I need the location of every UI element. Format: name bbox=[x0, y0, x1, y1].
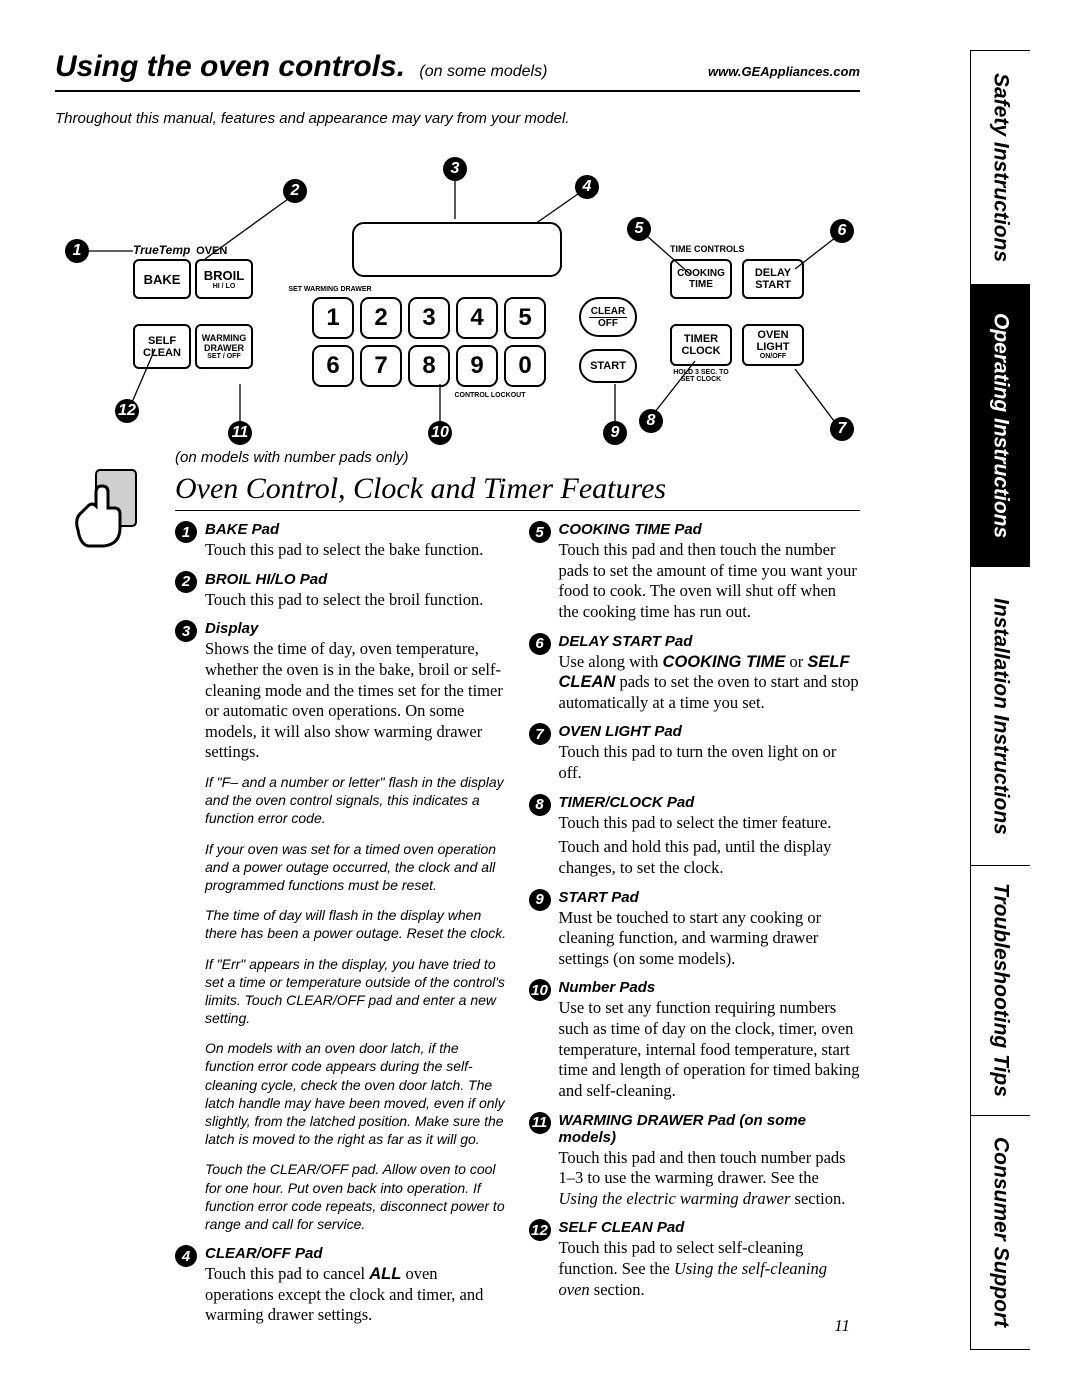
feature-10: 10 Number Pads Use to set any function r… bbox=[529, 979, 861, 1101]
note-2: If your oven was set for a timed oven op… bbox=[175, 840, 507, 895]
callout-3: 3 bbox=[443, 157, 467, 181]
keypad-6[interactable]: 6 bbox=[312, 345, 354, 387]
broil-pad[interactable]: BROIL HI / LO bbox=[195, 259, 253, 299]
column-right: 5 COOKING TIME Pad Touch this pad and th… bbox=[529, 521, 861, 1336]
callout-11: 11 bbox=[228, 421, 252, 445]
intro-text: Throughout this manual, features and app… bbox=[55, 110, 860, 127]
keypad-0[interactable]: 0 bbox=[504, 345, 546, 387]
oven-display bbox=[352, 222, 562, 277]
tab-installation[interactable]: Installation Instructions bbox=[970, 567, 1030, 865]
keypad-2[interactable]: 2 bbox=[360, 297, 402, 339]
callout-12: 12 bbox=[115, 399, 139, 423]
callout-2: 2 bbox=[283, 179, 307, 203]
feature-2: 2 BROIL HI/LO Pad Touch this pad to sele… bbox=[175, 571, 507, 611]
note-5: On models with an oven door latch, if th… bbox=[175, 1039, 507, 1148]
warming-drawer-pad[interactable]: WARMING DRAWER SET / OFF bbox=[195, 324, 253, 369]
tab-safety[interactable]: Safety Instructions bbox=[970, 50, 1030, 285]
delay-start-pad[interactable]: DELAY START bbox=[742, 259, 804, 299]
feature-8: 8 TIMER/CLOCK Pad Touch this pad to sele… bbox=[529, 794, 861, 879]
callout-1: 1 bbox=[65, 239, 89, 263]
self-clean-pad[interactable]: SELF CLEAN bbox=[133, 324, 191, 369]
feature-6: 6 DELAY START Pad Use along with COOKING… bbox=[529, 633, 861, 714]
callout-9: 9 bbox=[603, 421, 627, 445]
feature-7: 7 OVEN LIGHT Pad Touch this pad to turn … bbox=[529, 723, 861, 783]
title-subtitle: (on some models) bbox=[419, 63, 547, 80]
features-columns: 1 BAKE Pad Touch this pad to select the … bbox=[175, 521, 860, 1336]
start-pad[interactable]: START bbox=[579, 349, 637, 383]
time-controls-label: TIME CONTROLS bbox=[670, 245, 745, 254]
keypad-5[interactable]: 5 bbox=[504, 297, 546, 339]
feature-1: 1 BAKE Pad Touch this pad to select the … bbox=[175, 521, 507, 561]
feature-5: 5 COOKING TIME Pad Touch this pad and th… bbox=[529, 521, 861, 623]
callout-8: 8 bbox=[639, 409, 663, 433]
note-1: If "F– and a number or letter" flash in … bbox=[175, 773, 507, 828]
column-left: 1 BAKE Pad Touch this pad to select the … bbox=[175, 521, 507, 1336]
clear-off-pad[interactable]: CLEAR OFF bbox=[579, 297, 637, 337]
brand-oven: OVEN bbox=[196, 245, 227, 257]
note-3: The time of day will flash in the displa… bbox=[175, 906, 507, 942]
note-4: If "Err" appears in the display, you hav… bbox=[175, 955, 507, 1028]
page-title: Using the oven controls. (on some models… bbox=[55, 50, 860, 92]
feature-3: 3 Display Shows the time of day, oven te… bbox=[175, 620, 507, 763]
models-subnote: (on models with number pads only) bbox=[175, 449, 860, 466]
keypad-4[interactable]: 4 bbox=[456, 297, 498, 339]
oven-light-pad[interactable]: OVEN LIGHT ON/OFF bbox=[742, 324, 804, 366]
feature-11: 11 WARMING DRAWER Pad (on some models) T… bbox=[529, 1112, 861, 1210]
feature-9: 9 START Pad Must be touched to start any… bbox=[529, 889, 861, 970]
brand-truetemp: TrueTemp bbox=[133, 243, 190, 257]
timer-clock-pad[interactable]: TIMER CLOCK bbox=[670, 324, 732, 366]
keypad-8[interactable]: 8 bbox=[408, 345, 450, 387]
section-title: Oven Control, Clock and Timer Features bbox=[175, 472, 860, 511]
callout-5: 5 bbox=[627, 217, 651, 241]
keypad-9[interactable]: 9 bbox=[456, 345, 498, 387]
main-content: Using the oven controls. (on some models… bbox=[55, 50, 860, 1336]
title-text: Using the oven controls. bbox=[55, 50, 405, 83]
callout-4: 4 bbox=[575, 175, 599, 199]
bake-pad[interactable]: BAKE bbox=[133, 259, 191, 299]
set-warming-label: SET WARMING DRAWER bbox=[285, 286, 375, 293]
hand-pointing-icon bbox=[55, 462, 150, 557]
control-panel-diagram: 1 2 3 4 5 6 7 8 9 10 11 12 TrueTemp OVEN… bbox=[55, 139, 860, 439]
keypad-3[interactable]: 3 bbox=[408, 297, 450, 339]
side-tabs: Safety Instructions Operating Instructio… bbox=[970, 50, 1030, 1350]
keypad-7[interactable]: 7 bbox=[360, 345, 402, 387]
keypad-1[interactable]: 1 bbox=[312, 297, 354, 339]
note-6: Touch the CLEAR/OFF pad. Allow oven to c… bbox=[175, 1160, 507, 1233]
feature-12: 12 SELF CLEAN Pad Touch this pad to sele… bbox=[529, 1219, 861, 1300]
callout-7: 7 bbox=[830, 417, 854, 441]
tab-troubleshooting[interactable]: Troubleshooting Tips bbox=[970, 866, 1030, 1116]
feature-4: 4 CLEAR/OFF Pad Touch this pad to cancel… bbox=[175, 1245, 507, 1326]
tab-operating[interactable]: Operating Instructions bbox=[970, 285, 1030, 567]
page-number: 11 bbox=[834, 1316, 850, 1336]
control-lockout-label: CONTROL LOCKOUT bbox=[450, 392, 530, 399]
callout-6: 6 bbox=[830, 219, 854, 243]
cooking-time-pad[interactable]: COOKING TIME bbox=[670, 259, 732, 299]
header-url: www.GEAppliances.com bbox=[708, 64, 860, 79]
callout-10: 10 bbox=[428, 421, 452, 445]
tab-consumer[interactable]: Consumer Support bbox=[970, 1116, 1030, 1350]
